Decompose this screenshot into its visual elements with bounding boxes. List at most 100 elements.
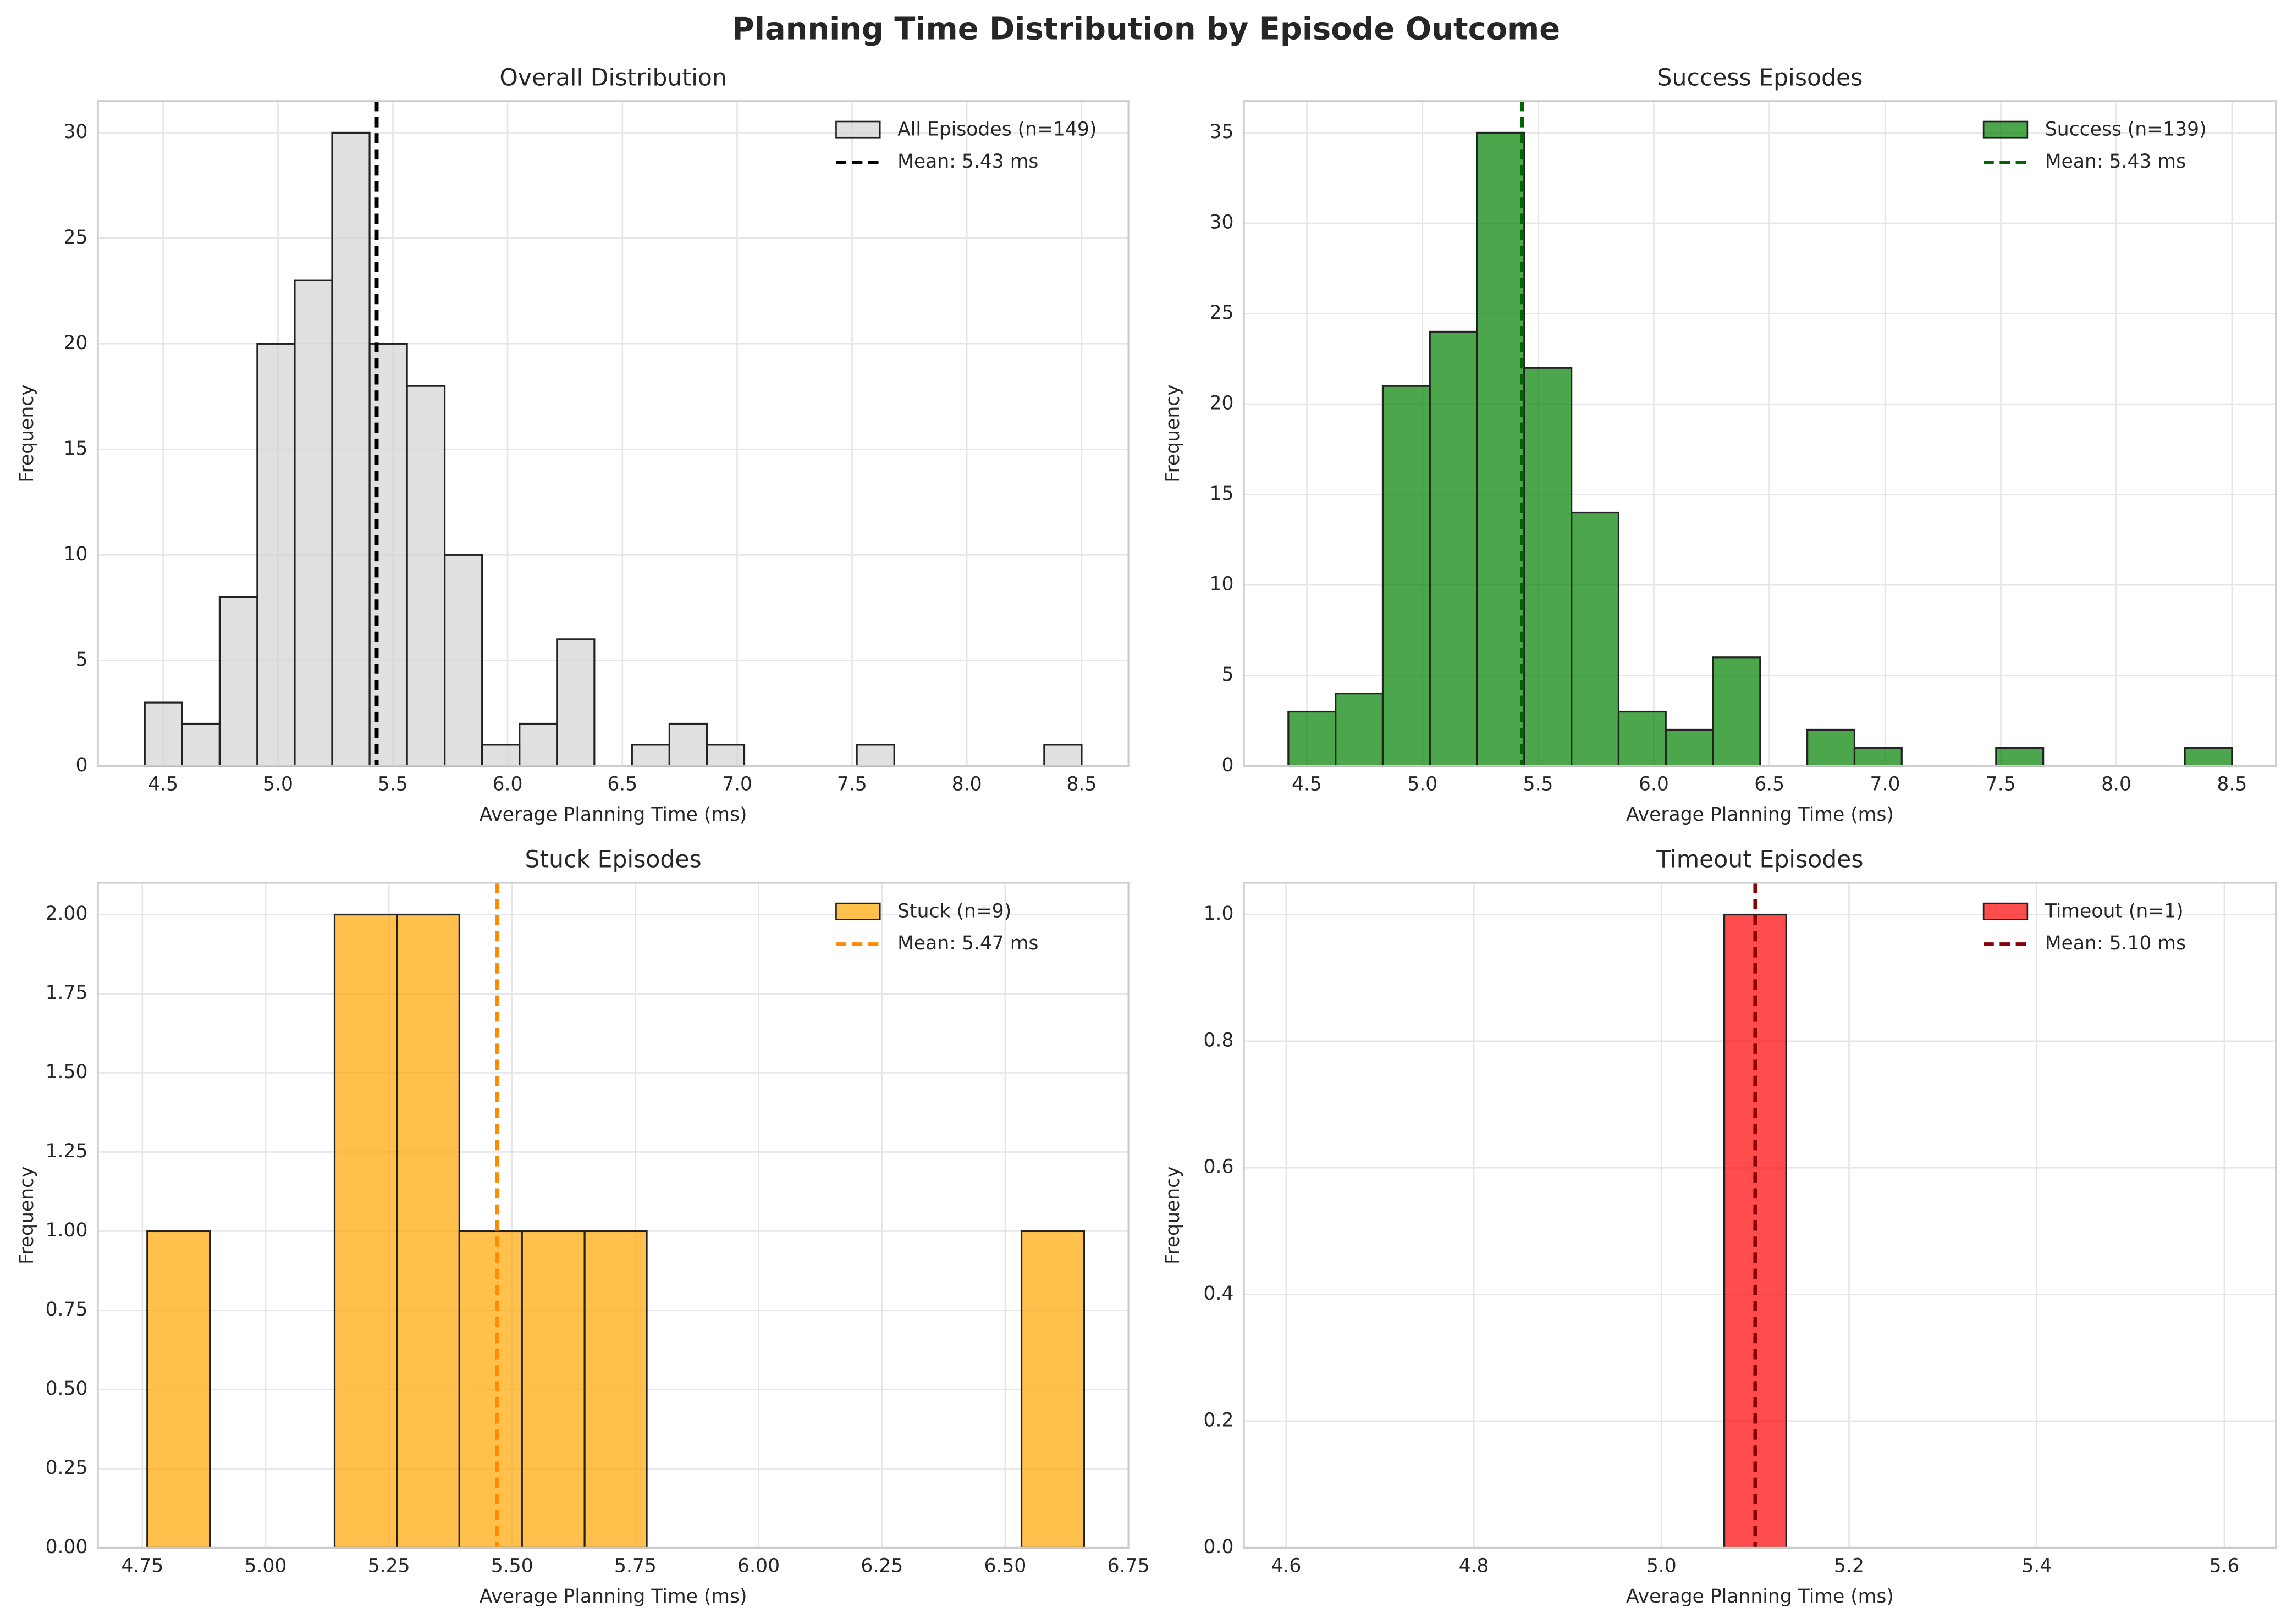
x-tick-label: 4.8 <box>1459 1555 1489 1577</box>
bar <box>181 722 221 767</box>
x-tick-label: 6.0 <box>1639 773 1669 795</box>
y-axis-label: Frequency <box>16 384 38 482</box>
subplot: Stuck Episodes Average Planning Time (ms)… <box>16 847 1150 1608</box>
x-tick-label: 7.5 <box>837 773 867 795</box>
bar <box>458 1230 523 1549</box>
bar <box>333 913 398 1549</box>
bar <box>1429 330 1478 767</box>
bar <box>331 131 371 767</box>
y-tick-label: 1.25 <box>46 1140 88 1162</box>
legend-patch <box>835 120 881 139</box>
y-tick-label: 0 <box>76 754 88 776</box>
y-tick-label: 1.75 <box>46 982 88 1004</box>
x-tick-label: 5.4 <box>2021 1555 2052 1577</box>
y-tick-label: 0.50 <box>46 1378 88 1400</box>
y-axis-label: Frequency <box>1162 1166 1184 1264</box>
x-tick-label: 8.5 <box>1066 773 1097 795</box>
x-tick-label: 5.5 <box>1523 773 1553 795</box>
x-tick-label: 5.0 <box>263 773 293 795</box>
bar <box>1806 728 1856 767</box>
bar <box>218 596 258 767</box>
bar <box>2184 747 2233 767</box>
x-tick-label: 5.75 <box>614 1555 657 1577</box>
bar <box>1995 747 2045 767</box>
bar <box>1381 385 1431 767</box>
y-tick-label: 20 <box>64 332 88 354</box>
x-tick-label: 8.0 <box>2101 773 2131 795</box>
legend-patch <box>1982 120 2029 139</box>
x-tick-label: 4.5 <box>1292 773 1322 795</box>
legend-label: Mean: 5.43 ms <box>897 151 1038 173</box>
legend-label: Mean: 5.43 ms <box>2045 151 2186 173</box>
x-tick-label: 5.0 <box>1646 1555 1677 1577</box>
x-tick-label: 7.5 <box>1986 773 2016 795</box>
y-tick-label: 1.50 <box>46 1061 88 1083</box>
bar <box>1287 710 1337 767</box>
y-tick-label: 10 <box>64 543 88 565</box>
legend-label: Stuck (n=9) <box>897 901 1011 923</box>
x-tick-label: 5.6 <box>2209 1555 2239 1577</box>
legend-patch <box>835 902 881 920</box>
subplot-title: Stuck Episodes <box>525 847 701 874</box>
x-tick-label: 7.0 <box>1870 773 1900 795</box>
y-axis-label: Frequency <box>16 1166 38 1264</box>
y-tick-label: 25 <box>1210 302 1234 324</box>
bar <box>481 744 521 767</box>
subplot-title: Timeout Episodes <box>1656 847 1863 874</box>
x-tick-label: 5.2 <box>1834 1555 1864 1577</box>
y-tick-label: 25 <box>64 227 88 248</box>
bar <box>556 638 596 767</box>
figure-title: Planning Time Distribution by Episode Ou… <box>732 11 1560 47</box>
x-tick-label: 4.5 <box>148 773 178 795</box>
bar <box>444 554 483 767</box>
x-tick-label: 5.50 <box>491 1555 533 1577</box>
y-tick-label: 2.00 <box>46 903 88 925</box>
plot-frame <box>1243 882 2277 1549</box>
subplot: Overall Distribution Average Planning Tim… <box>16 64 1130 826</box>
bar <box>256 343 296 767</box>
bar <box>668 722 708 767</box>
legend-label: Mean: 5.10 ms <box>2045 932 2186 954</box>
x-axis-label: Average Planning Time (ms) <box>480 804 747 826</box>
bar <box>856 744 895 767</box>
y-tick-label: 30 <box>64 121 88 143</box>
y-tick-label: 15 <box>64 438 88 460</box>
x-axis-label: Average Planning Time (ms) <box>1626 1586 1894 1608</box>
legend-label: Timeout (n=1) <box>2045 901 2184 923</box>
subplot-title: Success Episodes <box>1657 64 1863 91</box>
bar <box>583 1230 648 1549</box>
bar <box>1617 710 1667 767</box>
y-tick-label: 35 <box>1210 121 1234 143</box>
bar <box>706 744 746 767</box>
bar <box>1523 367 1573 767</box>
y-tick-label: 0.6 <box>1204 1156 1234 1178</box>
legend-patch <box>1982 902 2029 920</box>
y-axis-label: Frequency <box>1162 384 1184 482</box>
bar <box>631 744 670 767</box>
y-tick-label: 0.0 <box>1204 1536 1234 1558</box>
x-tick-label: 6.00 <box>737 1555 780 1577</box>
y-tick-label: 15 <box>1210 483 1234 505</box>
bar <box>406 385 446 767</box>
x-tick-label: 7.0 <box>722 773 752 795</box>
y-tick-label: 0.8 <box>1204 1029 1234 1051</box>
y-tick-label: 5 <box>1222 664 1234 686</box>
bar <box>519 722 558 767</box>
legend-label: All Episodes (n=149) <box>897 118 1097 140</box>
subplot: Timeout Episodes Average Planning Time (m… <box>1162 847 2277 1608</box>
bar <box>396 913 460 1549</box>
x-axis-label: Average Planning Time (ms) <box>1626 804 1894 826</box>
subplot-title: Overall Distribution <box>499 64 726 91</box>
x-tick-label: 6.5 <box>607 773 637 795</box>
plot-frame <box>97 100 1130 767</box>
legend-label: Mean: 5.47 ms <box>897 932 1038 954</box>
bar <box>1476 131 1525 767</box>
bar <box>1571 511 1620 767</box>
y-tick-label: 30 <box>1210 211 1234 233</box>
y-tick-label: 0.00 <box>46 1536 88 1558</box>
x-tick-label: 4.75 <box>121 1555 163 1577</box>
x-tick-label: 6.50 <box>984 1555 1026 1577</box>
y-tick-label: 20 <box>1210 393 1234 415</box>
y-tick-label: 0.75 <box>46 1299 88 1321</box>
